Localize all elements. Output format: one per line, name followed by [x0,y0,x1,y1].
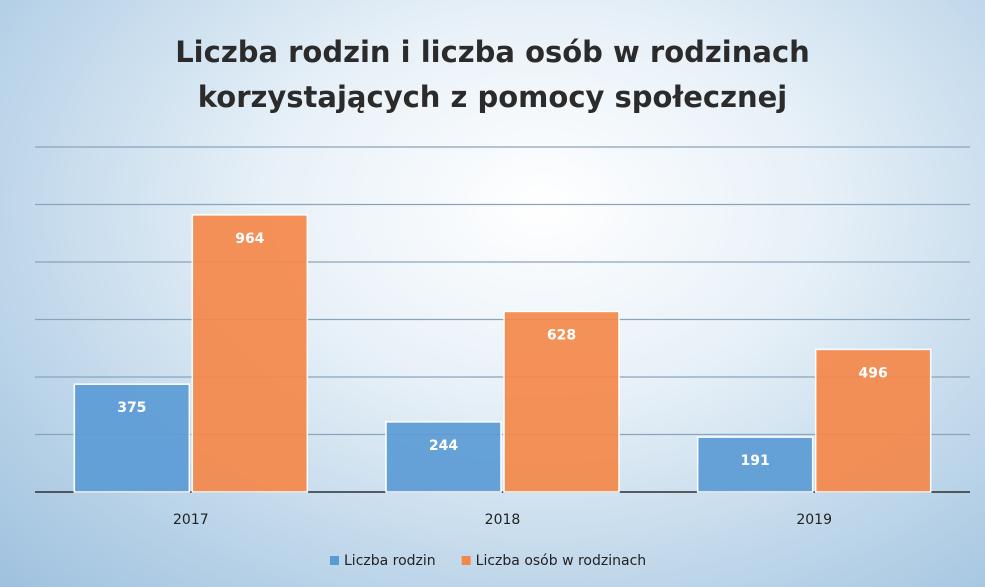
x-tick-label: 2018 [485,512,521,528]
bar [503,310,620,493]
bar [696,436,814,493]
x-tick-label: 2019 [796,512,832,528]
bar [191,214,309,493]
legend-label: Liczba rodzin [344,553,436,569]
legend-swatch [330,556,339,565]
value-label: 964 [235,231,264,247]
value-label: 375 [117,400,146,416]
bar [814,348,932,493]
value-label: 191 [741,453,770,469]
value-label: 244 [429,438,458,454]
legend-label: Liczba osób w rodzinach [476,553,646,569]
chart-title: Liczba rodzin i liczba osób w rodzinach … [175,35,810,114]
x-tick-label: 2017 [173,512,209,528]
legend-swatch [461,556,471,565]
value-label: 628 [547,327,576,343]
bar [385,421,502,493]
bar [73,383,191,493]
value-label: 496 [859,365,888,381]
